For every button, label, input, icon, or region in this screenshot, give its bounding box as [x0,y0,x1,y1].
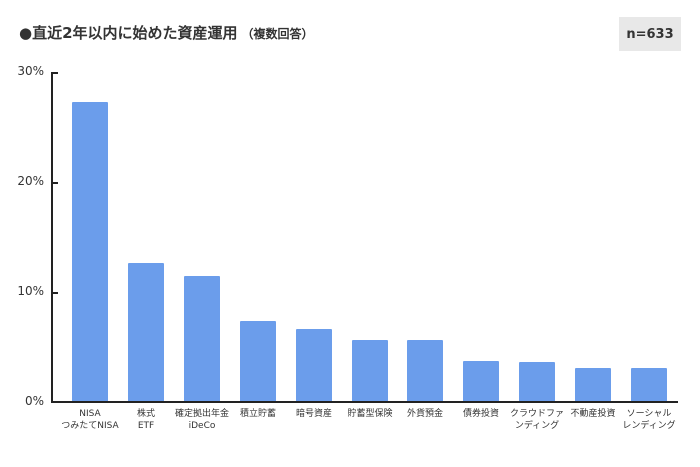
x-tick-label-line1: 株式 [136,409,155,419]
x-tick-label: 債券投資 [446,408,516,420]
x-tick-label-line2: レンディング [622,421,676,431]
x-tick-label: 暗号資産 [279,408,349,420]
x-tick-label-line1: クラウドファ [509,409,564,419]
bar [631,368,667,401]
x-tick-label: クラウドファ ンディング [502,408,572,432]
chart-title-main: ●直近2年以内に始めた資産運用 [19,24,238,42]
bar [352,340,388,401]
bar [184,276,220,401]
bar [575,368,611,401]
x-tick-label-line1: 積立貯蓄 [239,409,276,419]
x-tick-label: 株式 ETF [111,408,181,432]
x-tick-label-line2: ンディング [514,421,560,431]
x-tick-label-line1: 不動産投資 [570,409,616,419]
x-tick-label-line1: 暗号資産 [295,409,332,419]
x-tick-label: 積立貯蓄 [223,408,293,420]
x-tick-label-line1: 外貨預金 [406,409,443,419]
bar [128,263,164,401]
bar [296,329,332,401]
x-tick-label-line1: 債券投資 [462,409,499,419]
x-tick-label-line1: NISA [79,409,101,419]
x-tick-label: 不動産投資 [558,408,628,420]
y-tick-label: 30% [17,64,44,78]
sample-size-badge: n=633 [619,17,681,51]
bar [72,102,108,401]
x-tick-label: 貯蓄型保険 [335,408,405,420]
bar [463,361,499,401]
chart-title-subtitle: （複数回答） [241,27,314,41]
y-tick-label: 20% [17,174,44,188]
x-axis [51,401,678,403]
y-axis [51,72,53,403]
x-tick-label-line1: ソーシャル [626,409,672,419]
x-tick-label-line2: つみたてNISA [61,421,119,431]
bar [240,321,276,401]
bar [519,362,555,401]
x-tick-label-line2: iDeCo [188,421,216,431]
x-tick-label: NISA つみたてNISA [55,408,125,432]
x-tick-label-line1: 確定拠出年金 [174,409,229,419]
x-tick-label-line1: 貯蓄型保険 [347,409,393,419]
x-tick-label-line2: ETF [137,421,155,431]
chart-title: ●直近2年以内に始めた資産運用 （複数回答） [19,22,314,43]
y-tick [52,292,58,294]
x-tick-label: 外貨預金 [390,408,460,420]
x-tick-label: ソーシャルレンディング [614,408,684,432]
y-tick-label: 10% [17,284,44,298]
y-tick [52,182,58,184]
x-tick-label: 確定拠出年金 iDeCo [167,408,237,432]
y-tick [52,72,58,74]
y-tick-label: 0% [24,394,44,408]
bar [407,340,443,401]
